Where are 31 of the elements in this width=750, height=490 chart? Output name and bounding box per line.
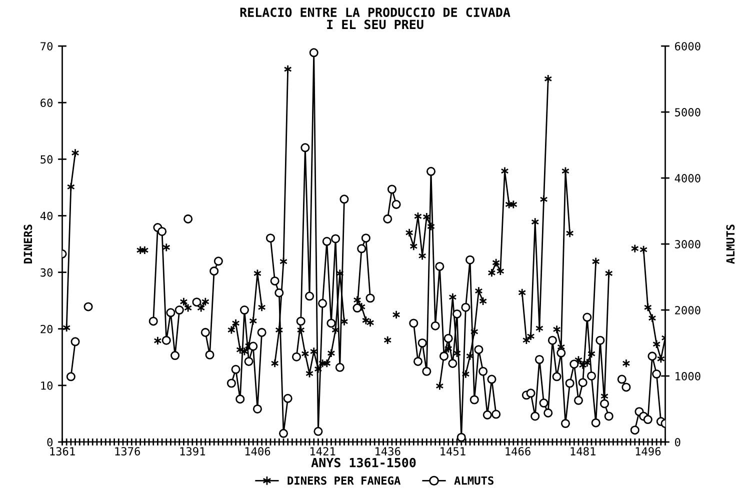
- y2-tick-label: 5000: [675, 108, 700, 116]
- chart-title: RELACIO ENTRE LA PRODUCCIO DE CIVADA I EL SEU PREU: [240, 8, 510, 30]
- y-tick-label: 10: [41, 381, 52, 390]
- y2-tick-label: 1000: [676, 372, 700, 380]
- x-tick-label: 1421: [310, 447, 336, 456]
- y2-tick-label: 6000: [675, 42, 700, 50]
- y-tick-label: 70: [40, 42, 52, 50]
- y2-tick-label: 0: [675, 438, 680, 446]
- y-tick-label: 0: [47, 438, 52, 446]
- x-tick-label: 1466: [506, 447, 530, 456]
- y2-tick-label: 3000: [675, 240, 700, 248]
- y-tick-label: 50: [40, 155, 52, 164]
- x-tick-label: 1496: [636, 447, 661, 456]
- y-tick-label: 20: [40, 324, 52, 334]
- y2-axis-title: ALMUTS: [726, 224, 735, 264]
- x-tick-label: 1451: [440, 447, 466, 456]
- x-tick-label: 1361: [50, 447, 75, 456]
- y-tick-label: 40: [40, 212, 52, 220]
- y2-tick-label: 2000: [675, 306, 700, 314]
- x-tick-label: 1481: [570, 447, 596, 456]
- legend-label: ALMUTS: [454, 476, 494, 485]
- legend-label: DINERS PER FANEGA: [288, 476, 401, 485]
- y2-tick-label: 4000: [674, 174, 700, 182]
- x-tick-label: 1376: [115, 447, 140, 456]
- x-tick-label: 1391: [180, 447, 206, 456]
- x-tick-label: 1436: [376, 447, 400, 456]
- x-axis-title: ANYS 1361-1500: [311, 458, 416, 468]
- x-tick-label: 1406: [245, 447, 270, 456]
- y-tick-label: 30: [40, 268, 52, 277]
- y-axis-title: DINERS: [24, 224, 32, 264]
- y-tick-label: 60: [40, 98, 52, 108]
